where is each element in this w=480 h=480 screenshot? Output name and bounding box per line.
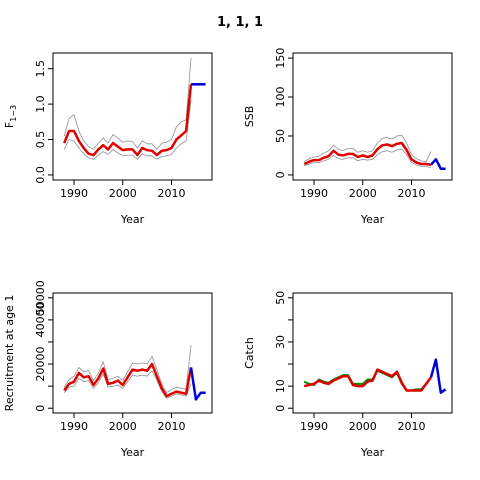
series-line-upper bbox=[63, 58, 192, 150]
x-tick-label: 1990 bbox=[60, 187, 88, 200]
y-tick-label: 0.0 bbox=[34, 166, 47, 184]
y-tick-label: 20000 bbox=[34, 347, 47, 382]
panel-1: 1990 2000 2010 0.0 0.5 1.0 1.5 Year F1−3 bbox=[3, 52, 213, 226]
y-tick-label: 150 bbox=[274, 48, 287, 69]
series-line-estimate bbox=[63, 362, 193, 398]
y-tick-label: 10 bbox=[274, 379, 287, 393]
y-axis-label: Recruitment at age 1 bbox=[3, 295, 16, 412]
series-line-estimate bbox=[303, 141, 432, 167]
y-tick-label: 30 bbox=[274, 335, 287, 349]
x-tick-label: 2000 bbox=[109, 187, 137, 200]
plot-frame bbox=[52, 292, 213, 414]
x-tick-label: 2000 bbox=[349, 420, 377, 433]
y-tick-label: 1.0 bbox=[34, 95, 47, 113]
y-tick-label: 0 bbox=[274, 405, 287, 412]
x-tick-label: 2010 bbox=[398, 187, 426, 200]
series-line-upper bbox=[63, 345, 192, 394]
x-tick-label: 2010 bbox=[398, 420, 426, 433]
x-tick-label: 2000 bbox=[349, 187, 377, 200]
panel-2: 1990 2000 2010 0 50 100 150 Year SSB bbox=[243, 48, 453, 226]
x-tick-label: 1990 bbox=[300, 187, 328, 200]
series-line-estimate bbox=[303, 368, 433, 392]
x-axis-label: Year bbox=[360, 446, 385, 459]
y-tick-label: 1.5 bbox=[34, 60, 47, 78]
panel-4: 1990 2000 2010 0 10 30 50 Year Catch bbox=[243, 291, 453, 459]
series-line-lower bbox=[63, 100, 192, 160]
x-tick-label: 2000 bbox=[109, 420, 137, 433]
x-tick-label: 2010 bbox=[158, 420, 186, 433]
x-tick-label: 2010 bbox=[158, 187, 186, 200]
y-axis-label: Catch bbox=[243, 337, 256, 369]
y-tick-label: 0 bbox=[274, 171, 287, 178]
y-tick-label: 0 bbox=[34, 405, 47, 412]
y-tick-label: 50 bbox=[274, 291, 287, 305]
series-line-lower bbox=[304, 148, 432, 169]
y-tick-label: 100 bbox=[274, 87, 287, 108]
series-line-upper bbox=[303, 134, 432, 163]
x-axis-label: Year bbox=[360, 213, 385, 226]
y-axis-label: SSB bbox=[243, 106, 256, 128]
y-tick-label: 50000 bbox=[34, 280, 47, 315]
y-tick-label: 0.5 bbox=[34, 131, 47, 149]
y-axis-label: F1−3 bbox=[3, 105, 18, 128]
plot-frame bbox=[292, 52, 453, 181]
x-axis-label: Year bbox=[120, 446, 145, 459]
y-tick-label: 40000 bbox=[34, 302, 47, 337]
plot-frame bbox=[52, 52, 213, 181]
figure-title: 1, 1, 1 bbox=[217, 15, 263, 30]
x-tick-label: 1990 bbox=[300, 420, 328, 433]
series-line-projection bbox=[429, 358, 447, 394]
y-tick-label: 50 bbox=[274, 129, 287, 143]
series-line-estimate bbox=[63, 84, 193, 157]
x-axis-label: Year bbox=[120, 213, 145, 226]
plot-frame bbox=[292, 292, 453, 414]
series-line-lower bbox=[63, 370, 192, 399]
series-line-projection bbox=[189, 367, 206, 401]
panels: 1990 2000 2010 0.0 0.5 1.0 1.5 Year F1−3 1990 2000… bbox=[3, 48, 453, 459]
x-tick-label: 1990 bbox=[60, 420, 88, 433]
series-line-projection bbox=[430, 158, 446, 170]
